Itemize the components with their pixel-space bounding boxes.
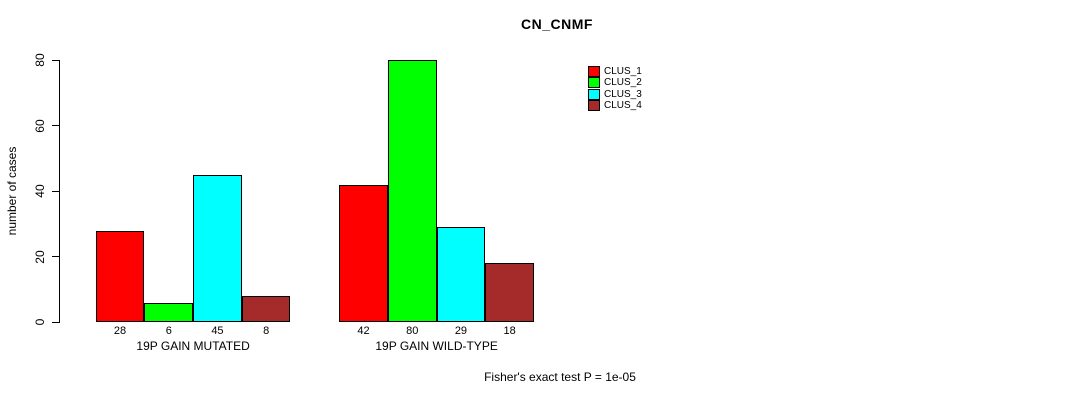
bar-clus_4-group2 [485, 263, 534, 323]
legend-label: CLUS_1 [604, 66, 642, 77]
y-tick-label: 40 [33, 184, 47, 198]
legend-label: CLUS_3 [604, 88, 642, 100]
bar-clus_4-group1 [241, 296, 291, 323]
legend-label: CLUS_2 [604, 77, 642, 89]
bar-value-label: 45 [211, 324, 224, 337]
category-label: 19P GAIN WILD-TYPE [375, 339, 498, 353]
y-tick-label: 80 [33, 53, 47, 67]
bar-clus_3-group2 [436, 227, 486, 323]
legend-label: CLUS_4 [604, 99, 642, 111]
bar-value-label: 28 [113, 324, 127, 337]
legend-swatch-clus_1 [588, 66, 600, 77]
bar-value-label: 42 [357, 324, 370, 337]
bar-value-label: 18 [503, 324, 516, 337]
fisher-test-annotation: Fisher's exact test P = 1e-05 [484, 370, 636, 384]
y-tick-label: 0 [33, 318, 47, 326]
bar-clus_1-group2 [339, 184, 388, 323]
legend-swatch-clus_2 [588, 77, 600, 89]
bar-clus_2-group2 [387, 60, 437, 323]
y-tick-mark [52, 190, 59, 192]
y-tick-mark [52, 59, 59, 61]
bar-clus_1-group1 [95, 230, 145, 323]
bar-value-label: 29 [454, 324, 468, 337]
y-tick-mark [52, 256, 59, 258]
y-axis-label: number of cases [5, 146, 19, 236]
y-tick-mark [52, 321, 59, 323]
y-axis-line [59, 60, 60, 323]
bar-value-label: 80 [406, 324, 419, 337]
bar-value-label: 6 [165, 324, 172, 337]
bar-clus_2-group1 [144, 302, 194, 323]
y-tick-label: 20 [33, 250, 47, 264]
category-label: 19P GAIN MUTATED [136, 339, 250, 353]
legend-swatch-clus_3 [588, 88, 600, 100]
y-tick-mark [52, 125, 59, 127]
bar-value-label: 8 [263, 324, 270, 337]
chart-title: CN_CNMF [521, 16, 593, 32]
bar-clus_3-group1 [193, 174, 242, 323]
legend-swatch-clus_4 [588, 99, 600, 111]
y-tick-label: 60 [33, 119, 47, 133]
